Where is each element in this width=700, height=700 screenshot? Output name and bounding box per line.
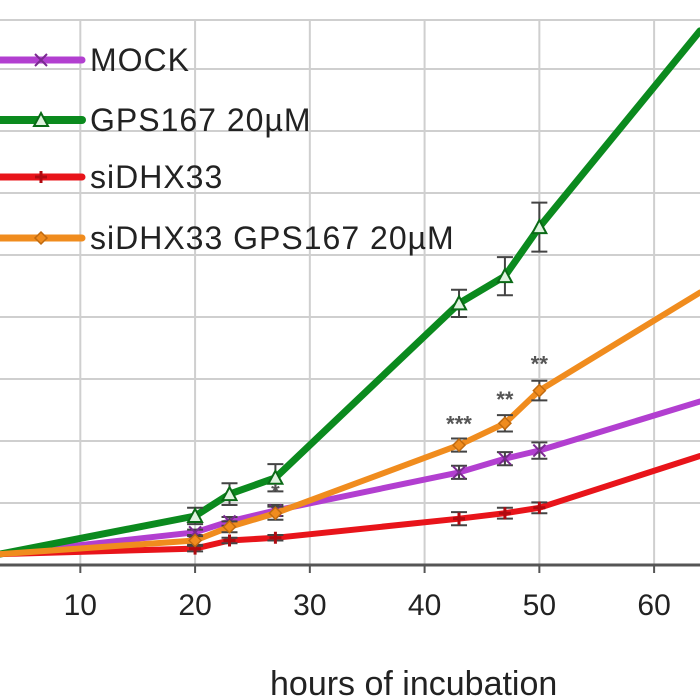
legend-item-3: siDHX33 GPS167 20µM	[0, 220, 455, 256]
annotations: ********	[271, 352, 548, 505]
series-layer	[0, 27, 700, 558]
legend-marker-0	[34, 53, 48, 67]
data-point-0-6	[532, 443, 547, 458]
data-point-1-6	[530, 217, 549, 235]
significance-label-3: *	[271, 480, 280, 505]
series-line-1	[0, 27, 700, 558]
legend-marker-1	[32, 110, 50, 127]
data-point-3-6	[532, 383, 547, 398]
legend-item-0: MOCK	[0, 42, 190, 78]
significance-label-0: ***	[446, 411, 472, 436]
legend-label-2: siDHX33	[90, 159, 223, 195]
data-point-2-6	[533, 501, 546, 514]
data-point-3-5	[497, 416, 512, 431]
x-tick-label-4: 50	[523, 589, 556, 622]
legend-marker-3	[33, 230, 49, 246]
data-point-1-4	[450, 294, 468, 311]
x-tick-label-3: 40	[408, 589, 441, 622]
legend-marker-2	[35, 171, 47, 183]
legend-item-2: siDHX33	[0, 159, 223, 195]
series-2	[0, 453, 700, 558]
series-3	[0, 289, 700, 558]
significance-label-1: **	[496, 387, 514, 412]
legend-label-3: siDHX33 GPS167 20µM	[90, 220, 455, 256]
x-tick-label-2: 30	[293, 589, 326, 622]
series-1	[0, 27, 700, 558]
data-point-1-3	[266, 468, 285, 485]
legend-label-0: MOCK	[90, 42, 190, 78]
data-point-1-2	[220, 485, 239, 502]
data-point-3-3	[268, 506, 283, 521]
grid	[0, 19, 700, 566]
data-point-2-5	[498, 507, 511, 520]
x-tick-label-0: 10	[64, 589, 97, 622]
data-point-3-4	[451, 438, 467, 453]
data-point-2-3	[269, 531, 282, 544]
x-tick-label-1: 20	[178, 589, 211, 622]
data-point-3-1	[188, 533, 203, 548]
data-point-0-4	[452, 465, 466, 480]
data-point-2-4	[453, 512, 466, 525]
data-point-0-5	[498, 452, 512, 466]
x-axis: 10 20 30 40 50 60	[0, 563, 700, 622]
series-line-3	[0, 289, 700, 558]
legend: MOCK GPS167 20µM siDHX33 siDHX33 GPS167 20µ…	[0, 42, 455, 256]
x-tick-label-5: 60	[637, 589, 670, 622]
legend-label-1: GPS167 20µM	[90, 102, 312, 138]
data-point-1-5	[496, 267, 514, 284]
x-axis-title: hours of incubation	[270, 665, 557, 700]
data-point-3-2	[222, 519, 237, 534]
legend-item-1: GPS167 20µM	[0, 102, 312, 138]
significance-label-2: **	[531, 352, 549, 377]
data-point-1-1	[186, 506, 204, 523]
data-point-2-2	[223, 534, 236, 547]
